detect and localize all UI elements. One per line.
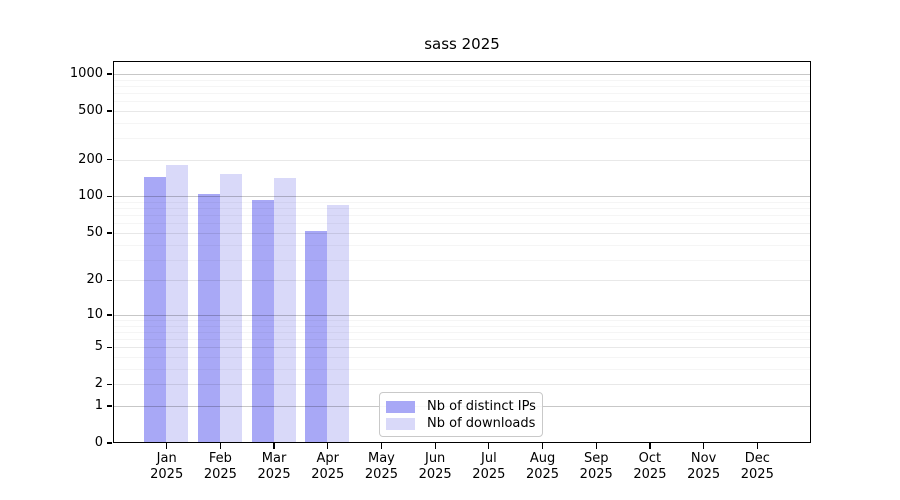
y-tick-label-20: 20: [86, 272, 103, 288]
y-tick-1: [107, 405, 112, 407]
y-tick-label-2: 2: [94, 376, 103, 392]
x-tick-nov-2025: [703, 443, 705, 449]
y-tick-5: [107, 346, 112, 348]
gridline-9: [113, 320, 811, 321]
gridline-7: [113, 331, 811, 333]
x-tick-jun-2025: [434, 443, 436, 449]
gridline-20: [113, 280, 811, 282]
gridline-30: [113, 259, 811, 261]
chart-title: sass 2025: [424, 35, 500, 53]
gridline-700: [113, 92, 811, 94]
x-tick-jan-2025: [166, 443, 168, 449]
gridline-900: [113, 79, 811, 81]
y-tick-50: [107, 232, 112, 234]
gridline-40: [113, 244, 811, 246]
x-tick-label-nov-2025: Nov 2025: [687, 451, 721, 482]
x-tick-oct-2025: [649, 443, 651, 449]
gridline-3: [113, 368, 811, 370]
gridline-50: [113, 232, 811, 234]
plot-frame: [113, 61, 811, 443]
x-tick-label-apr-2025: Apr 2025: [311, 451, 345, 482]
x-tick-sep-2025: [595, 443, 597, 449]
x-tick-label-jul-2025: Jul 2025: [472, 451, 506, 482]
gridline-5: [113, 347, 811, 349]
x-tick-label-feb-2025: Feb 2025: [203, 451, 237, 482]
y-tick-500: [107, 110, 112, 112]
y-tick-100: [107, 195, 112, 198]
gridline-2: [113, 384, 811, 386]
bar-nb-of-distinct-ips-apr-2025: [305, 230, 328, 443]
bar-nb-of-downloads-mar-2025: [273, 178, 296, 443]
x-tick-mar-2025: [273, 443, 275, 449]
gridline-500: [113, 110, 811, 112]
gridline-70: [113, 215, 811, 217]
y-tick-200: [107, 159, 112, 161]
bar-nb-of-distinct-ips-jan-2025: [144, 176, 167, 443]
x-tick-jul-2025: [488, 443, 490, 449]
gridline-10: [113, 314, 811, 316]
gridline-200: [113, 159, 811, 161]
y-tick-10: [107, 314, 112, 316]
gridline-800: [113, 85, 811, 87]
x-tick-label-oct-2025: Oct 2025: [633, 451, 667, 482]
y-tick-0: [107, 442, 112, 444]
gridline-60: [113, 223, 811, 225]
bar-nb-of-downloads-jan-2025: [166, 165, 189, 443]
y-tick-label-500: 500: [78, 102, 103, 118]
bar-nb-of-distinct-ips-feb-2025: [197, 193, 220, 443]
x-tick-feb-2025: [219, 443, 221, 449]
gridline-4: [113, 357, 811, 359]
gridline-100: [113, 196, 811, 198]
bar-nb-of-downloads-feb-2025: [219, 173, 242, 443]
x-tick-apr-2025: [327, 443, 329, 449]
y-tick-label-10: 10: [86, 306, 103, 322]
y-tick-label-100: 100: [78, 188, 103, 204]
y-tick-label-200: 200: [78, 151, 103, 167]
x-tick-label-may-2025: May 2025: [364, 451, 398, 482]
x-tick-label-dec-2025: Dec 2025: [740, 451, 774, 482]
x-tick-label-mar-2025: Mar 2025: [257, 451, 291, 482]
legend-item-nb-of-downloads: Nb of downloads: [386, 415, 542, 432]
legend: Nb of distinct IPs Nb of downloads: [379, 392, 543, 437]
y-tick-2: [107, 383, 112, 385]
legend-swatch-nb-of-downloads: [386, 417, 415, 430]
y-tick-label-50: 50: [86, 224, 103, 240]
y-tick-label-1000: 1000: [69, 65, 103, 81]
x-tick-dec-2025: [756, 443, 758, 449]
y-tick-20: [107, 279, 112, 281]
gridline-1000: [113, 73, 811, 75]
bar-nb-of-distinct-ips-mar-2025: [251, 200, 274, 443]
x-tick-label-jan-2025: Jan 2025: [150, 451, 184, 482]
legend-label-nb-of-distinct-ips: Nb of distinct IPs: [427, 399, 536, 414]
y-tick-1000: [107, 73, 112, 75]
y-tick-label-1: 1: [94, 397, 103, 413]
x-tick-aug-2025: [541, 443, 544, 449]
x-tick-label-sep-2025: Sep 2025: [579, 451, 613, 482]
gridline-90: [113, 202, 811, 204]
legend-label-nb-of-downloads: Nb of downloads: [427, 416, 536, 431]
gridline-600: [113, 101, 811, 103]
x-tick-may-2025: [380, 443, 383, 449]
y-tick-label-5: 5: [94, 339, 103, 355]
gridline-400: [113, 122, 811, 124]
x-tick-label-aug-2025: Aug 2025: [525, 451, 560, 482]
bar-nb-of-downloads-apr-2025: [327, 205, 350, 443]
gridline-80: [113, 208, 811, 210]
x-tick-label-jun-2025: Jun 2025: [418, 451, 452, 482]
legend-item-nb-of-distinct-ips: Nb of distinct IPs: [386, 398, 542, 415]
gridline-8: [113, 325, 811, 327]
gridline-6: [113, 339, 811, 341]
gridline-300: [113, 138, 811, 140]
y-tick-label-0: 0: [94, 435, 103, 450]
legend-swatch-nb-of-distinct-ips: [386, 400, 415, 413]
